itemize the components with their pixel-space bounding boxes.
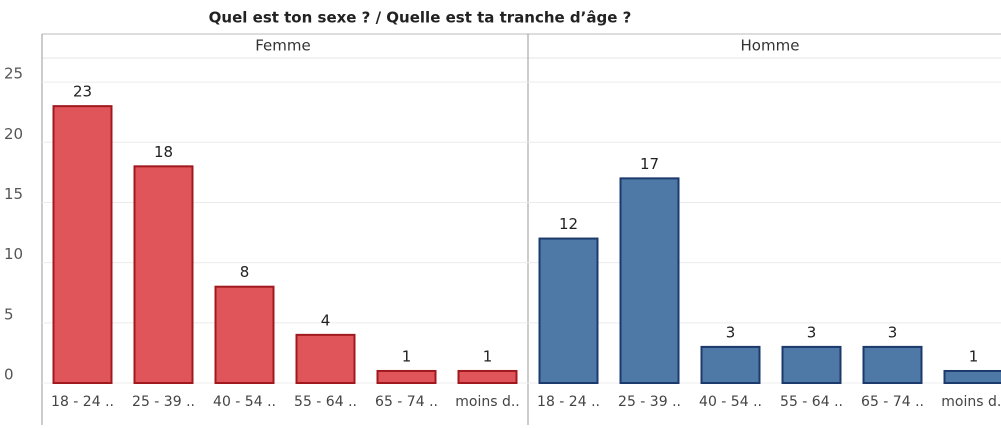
y-tick-label: 10	[4, 245, 23, 263]
facet-header: Homme	[741, 37, 800, 55]
x-tick-label: 65 - 74 ..	[861, 394, 924, 410]
value-label: 23	[73, 83, 92, 101]
value-label: 3	[726, 323, 736, 341]
x-tick-label: moins d..	[941, 394, 1001, 410]
bar	[538, 237, 599, 384]
chart-title: Quel est ton sexe ? / Quelle est ta tran…	[209, 9, 632, 27]
bar	[700, 345, 761, 384]
x-tick-label: 25 - 39 ..	[132, 394, 195, 410]
bar	[862, 345, 923, 384]
value-label: 17	[640, 155, 659, 173]
facet-header: Femme	[255, 37, 311, 55]
bar	[52, 105, 113, 384]
value-label: 12	[559, 215, 578, 233]
x-tick-label: 25 - 39 ..	[618, 394, 681, 410]
x-tick-label: 18 - 24 ..	[51, 394, 114, 410]
y-tick-label: 20	[4, 125, 23, 143]
x-tick-label: moins d..	[455, 394, 520, 410]
x-tick-label: 55 - 64 ..	[294, 394, 357, 410]
y-tick-label: 0	[4, 366, 14, 384]
x-tick-label: 18 - 24 ..	[537, 394, 600, 410]
value-label: 3	[888, 323, 898, 341]
y-tick-label: 5	[4, 305, 14, 323]
value-label: 1	[483, 347, 493, 365]
bar	[133, 165, 194, 384]
value-label: 3	[807, 323, 817, 341]
bar	[295, 333, 356, 384]
value-label: 18	[154, 143, 173, 161]
value-label: 4	[321, 311, 331, 329]
x-tick-label: 40 - 54 ..	[699, 394, 762, 410]
bar	[457, 369, 518, 384]
bar	[214, 285, 275, 384]
x-tick-label: 65 - 74 ..	[375, 394, 438, 410]
bar	[619, 177, 680, 384]
bar	[943, 369, 1001, 384]
value-label: 1	[402, 347, 412, 365]
y-tick-label: 15	[4, 185, 23, 203]
y-tick-label: 25	[4, 65, 23, 83]
x-tick-label: 55 - 64 ..	[780, 394, 843, 410]
bar	[376, 369, 437, 384]
value-label: 8	[240, 263, 250, 281]
bar	[781, 345, 842, 384]
value-label: 1	[969, 347, 979, 365]
x-tick-label: 40 - 54 ..	[213, 394, 276, 410]
